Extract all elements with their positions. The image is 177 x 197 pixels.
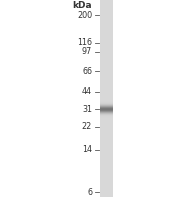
Bar (100, 0, 113, 197)
Text: 14: 14 (82, 145, 92, 154)
Text: 200: 200 (77, 11, 92, 20)
Text: 97: 97 (82, 47, 92, 56)
Text: 116: 116 (77, 38, 92, 47)
Text: 31: 31 (82, 105, 92, 114)
Text: 66: 66 (82, 67, 92, 76)
Text: 22: 22 (82, 122, 92, 131)
Text: kDa: kDa (72, 1, 92, 10)
Text: 6: 6 (87, 188, 92, 197)
Text: 44: 44 (82, 87, 92, 96)
